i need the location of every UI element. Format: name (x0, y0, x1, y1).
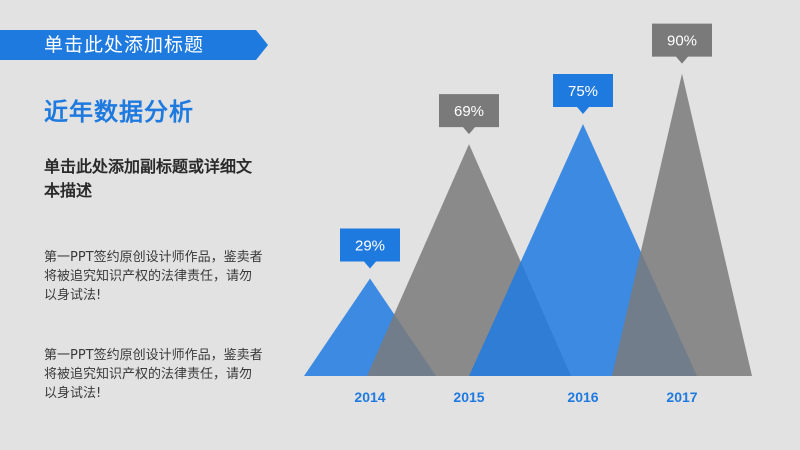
mountain-2017 (612, 73, 752, 376)
x-tick-label-2015: 2015 (453, 389, 484, 405)
x-tick-label-2017: 2017 (666, 389, 697, 405)
subtitle-text[interactable]: 单击此处添加副标题或详细文本描述 (44, 157, 253, 200)
slide-title[interactable]: 单击此处添加标题 (44, 34, 205, 56)
title-banner-shape (0, 30, 268, 60)
data-label-2017: 90% (667, 33, 697, 50)
data-label-box-2017 (652, 23, 712, 64)
title-banner (0, 30, 268, 60)
section-heading[interactable]: 近年数据分析 (44, 98, 194, 126)
data-label-2016: 75% (568, 83, 598, 100)
data-label-box-2016 (553, 74, 613, 114)
x-tick-label-2014: 2014 (354, 389, 385, 405)
data-label-box-2014 (340, 228, 400, 269)
body-paragraph-1[interactable]: 第一PPT签约原创设计师作品，鉴卖者将被追究知识产权的法律责任，请勿以身试法! (44, 250, 263, 303)
data-label-2015: 69% (454, 103, 484, 120)
data-label-2014: 29% (355, 238, 385, 255)
data-label-box-2015 (439, 94, 499, 135)
body-paragraph-2[interactable]: 第一PPT签约原创设计师作品，鉴卖者将被追究知识产权的法律责任，请勿以身试法! (44, 348, 263, 401)
x-tick-label-2016: 2016 (567, 389, 598, 405)
